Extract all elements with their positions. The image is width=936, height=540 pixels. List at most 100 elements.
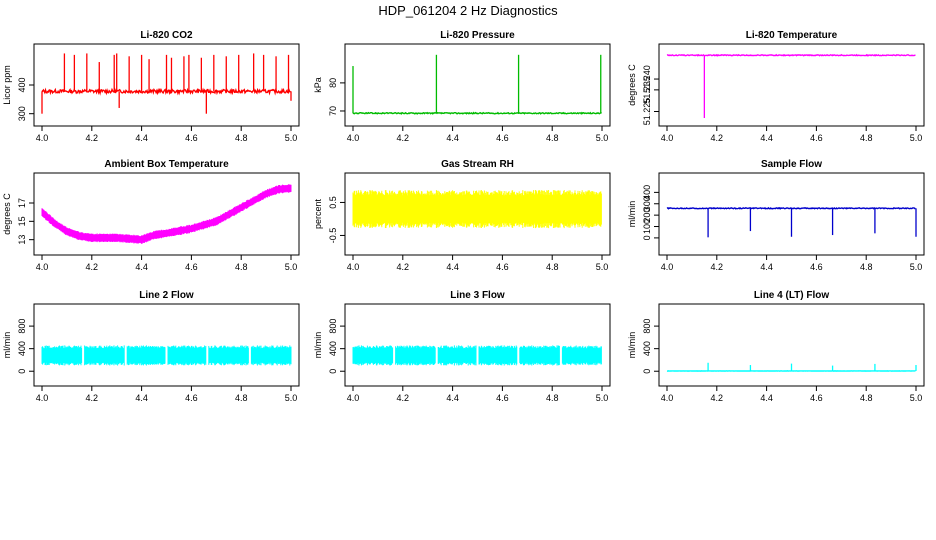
- x-tick-label: 4.0: [347, 133, 360, 143]
- x-tick-label: 4.4: [446, 133, 459, 143]
- y-tick-label: 300: [17, 106, 27, 121]
- y-axis-label: degrees C: [2, 193, 12, 235]
- y-tick-label: 0: [17, 369, 27, 374]
- y-tick-label: 200: [642, 208, 652, 223]
- x-tick-label: 5.0: [596, 393, 609, 403]
- x-tick-label: 4.4: [446, 393, 459, 403]
- x-tick-label: 4.4: [760, 262, 773, 272]
- x-tick-label: 4.8: [860, 133, 873, 143]
- series-band: [41, 184, 292, 244]
- plot-frame: [658, 172, 925, 256]
- chart-panel: Gas Stream RH percent 4.0 4.2 4.4 4.6 4.8 5.0 -0…: [313, 159, 611, 272]
- chart-title: Line 4 (LT) Flow: [754, 290, 830, 301]
- x-tick-label: 4.6: [496, 393, 509, 403]
- y-tick-label: 400: [642, 185, 652, 200]
- chart-title: Li-820 Temperature: [746, 30, 838, 41]
- y-tick-label: 70: [328, 106, 338, 116]
- x-tick-label: 4.0: [36, 393, 49, 403]
- x-tick-label: 4.2: [711, 393, 724, 403]
- x-tick-label: 4.8: [235, 393, 248, 403]
- y-tick-label: 51.235: [642, 76, 652, 104]
- x-tick-label: 5.0: [285, 133, 298, 143]
- series-band: [352, 190, 602, 229]
- x-tick-label: 4.2: [86, 393, 99, 403]
- plot-frame: [33, 172, 300, 256]
- x-tick-label: 4.6: [810, 393, 823, 403]
- chart-title: Gas Stream RH: [441, 159, 514, 170]
- chart-title: Sample Flow: [761, 159, 822, 170]
- y-tick-label: 400: [17, 77, 27, 92]
- y-tick-label: 300: [642, 196, 652, 211]
- chart-title: Li-820 Pressure: [440, 30, 515, 41]
- x-tick-label: 4.0: [347, 262, 360, 272]
- series-band: [41, 345, 292, 366]
- y-tick-label: 100: [642, 219, 652, 234]
- x-tick-label: 4.6: [496, 262, 509, 272]
- y-tick-label: 800: [17, 319, 27, 334]
- plot-frame: [33, 303, 300, 387]
- x-tick-label: 5.0: [596, 262, 609, 272]
- x-tick-label: 4.6: [496, 133, 509, 143]
- y-axis-label: percent: [313, 198, 323, 229]
- x-tick-label: 4.2: [86, 133, 99, 143]
- y-axis-label: ml/min: [627, 332, 637, 359]
- y-tick-label: 800: [642, 319, 652, 334]
- chart-title: Line 2 Flow: [139, 290, 194, 301]
- plot-frame: [344, 303, 611, 387]
- y-axis-label: degrees C: [627, 64, 637, 106]
- chart-panel: Line 4 (LT) Flow ml/min 4.0 4.2 4.4 4.6 4.8 5.0…: [627, 290, 925, 403]
- chart-panel: Ambient Box Temperature degrees C 4.0 4.2 4.…: [2, 159, 300, 272]
- x-tick-label: 4.0: [36, 133, 49, 143]
- chart-panel: Li-820 Temperature degrees C 4.0 4.2 4.4 4.6 4…: [627, 30, 925, 143]
- x-tick-label: 4.4: [135, 133, 148, 143]
- x-tick-label: 4.2: [397, 262, 410, 272]
- chart-panel: Li-820 CO2 Licor ppm 4.0 4.2 4.4 4.6 4.8 5.0 300…: [2, 30, 300, 143]
- y-tick-label: 51.240: [642, 65, 652, 93]
- x-tick-label: 4.8: [235, 133, 248, 143]
- x-tick-label: 4.6: [810, 262, 823, 272]
- y-tick-label: 0: [642, 235, 652, 240]
- x-tick-label: 4.6: [185, 393, 198, 403]
- x-tick-label: 4.6: [185, 262, 198, 272]
- series-line: [352, 111, 602, 115]
- y-tick-label: 17: [17, 198, 27, 208]
- y-tick-label: 0: [642, 369, 652, 374]
- x-tick-label: 5.0: [596, 133, 609, 143]
- y-tick-label: 80: [328, 78, 338, 88]
- series-line: [666, 53, 916, 57]
- plot-frame: [344, 172, 611, 256]
- y-tick-label: 0: [328, 369, 338, 374]
- x-tick-label: 5.0: [910, 133, 923, 143]
- chart-panel: Li-820 Pressure kPa 4.0 4.2 4.4 4.6 4.8 5.0 70 80: [313, 30, 611, 143]
- x-tick-label: 5.0: [910, 262, 923, 272]
- x-tick-label: 4.8: [860, 393, 873, 403]
- x-tick-label: 4.2: [711, 133, 724, 143]
- chart-title: Li-820 CO2: [140, 30, 193, 41]
- y-tick-label: 400: [17, 341, 27, 356]
- x-tick-label: 5.0: [285, 393, 298, 403]
- x-tick-label: 4.0: [661, 393, 674, 403]
- y-tick-label: -0.5: [328, 228, 338, 244]
- y-axis-label: ml/min: [627, 201, 637, 228]
- x-tick-label: 5.0: [910, 393, 923, 403]
- chart-title: Line 3 Flow: [450, 290, 505, 301]
- chart-panel: Line 2 Flow ml/min 4.0 4.2 4.4 4.6 4.8 5.0 0 400 8…: [2, 290, 300, 403]
- y-tick-label: 13: [17, 235, 27, 245]
- y-axis-label: ml/min: [2, 332, 12, 359]
- series-line: [41, 87, 291, 96]
- x-tick-label: 5.0: [285, 262, 298, 272]
- plot-frame: [344, 43, 611, 127]
- y-tick-label: 400: [642, 341, 652, 356]
- y-tick-label: 800: [328, 319, 338, 334]
- x-tick-label: 4.0: [347, 393, 360, 403]
- x-tick-label: 4.6: [185, 133, 198, 143]
- y-axis-label: ml/min: [313, 332, 323, 359]
- x-tick-label: 4.4: [760, 133, 773, 143]
- x-tick-label: 4.4: [135, 262, 148, 272]
- x-tick-label: 4.8: [546, 262, 559, 272]
- y-tick-label: 400: [328, 341, 338, 356]
- y-tick-label: 51.225: [642, 98, 652, 126]
- y-tick-label: 0.5: [328, 196, 338, 209]
- x-tick-label: 4.8: [546, 133, 559, 143]
- y-axis-label: kPa: [313, 77, 323, 93]
